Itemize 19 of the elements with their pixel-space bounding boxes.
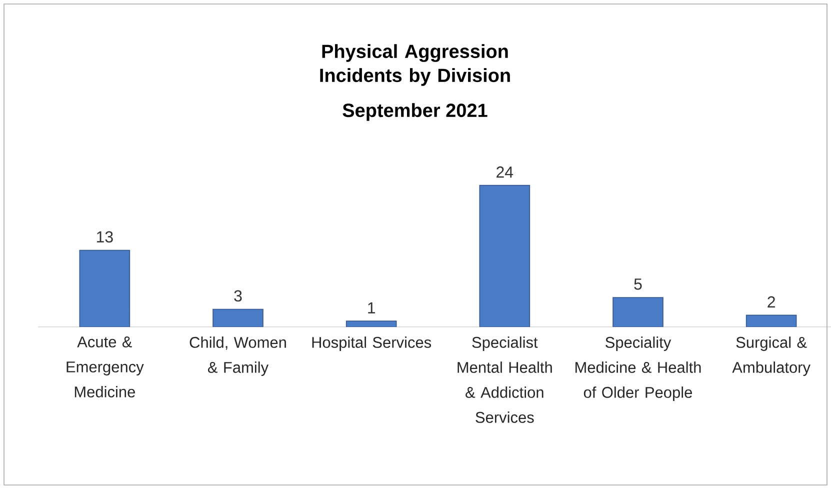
bar [479, 184, 530, 327]
bar [746, 314, 797, 327]
data-label: 24 [496, 166, 514, 178]
bar [612, 297, 664, 327]
data-label: 13 [97, 231, 113, 243]
data-label: 3 [234, 290, 242, 302]
bar [212, 308, 264, 327]
chart-subtitle: September 2021 [342, 103, 488, 121]
data-label: 5 [634, 278, 642, 290]
x-tick-label: Hospital Services [312, 336, 432, 351]
bar [79, 250, 130, 327]
x-tick-label: Acute & Emergency Medicine [66, 336, 144, 398]
x-tick-label: Speciality Medicine & Health of Older People [576, 336, 701, 401]
x-tick-label: Surgical & Ambulatory [732, 336, 810, 376]
data-label: 1 [368, 302, 375, 314]
x-tick-label: Specialist Mental Health & Addiction Services [458, 336, 552, 423]
data-label: 2 [768, 296, 775, 308]
chart-title: Physical Aggression Incidents by Division [320, 44, 510, 86]
x-tick-label: Child, Women & Family [190, 336, 286, 376]
